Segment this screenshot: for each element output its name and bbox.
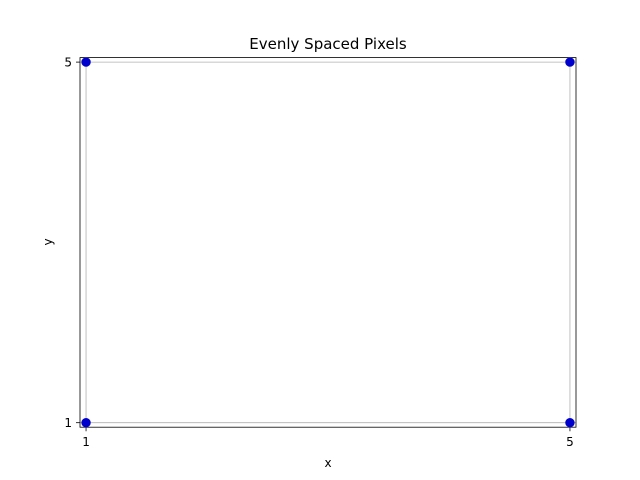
x-tick-label: 1 (82, 435, 90, 449)
y-tick-label: 5 (64, 56, 72, 70)
data-point (81, 417, 91, 428)
x-axis-label: x (324, 456, 331, 470)
data-point (81, 57, 91, 67)
grid (80, 57, 576, 428)
x-tick-label: 5 (566, 435, 574, 449)
plot-frame (79, 57, 577, 428)
data-point (565, 57, 575, 67)
y-tick-label: 1 (64, 416, 72, 430)
axis-ticks: 1 515 (64, 56, 573, 450)
data-points (81, 57, 575, 428)
y-axis-label: y (41, 238, 55, 245)
data-point (565, 417, 575, 428)
chart-title: Evenly Spaced Pixels (249, 35, 407, 53)
